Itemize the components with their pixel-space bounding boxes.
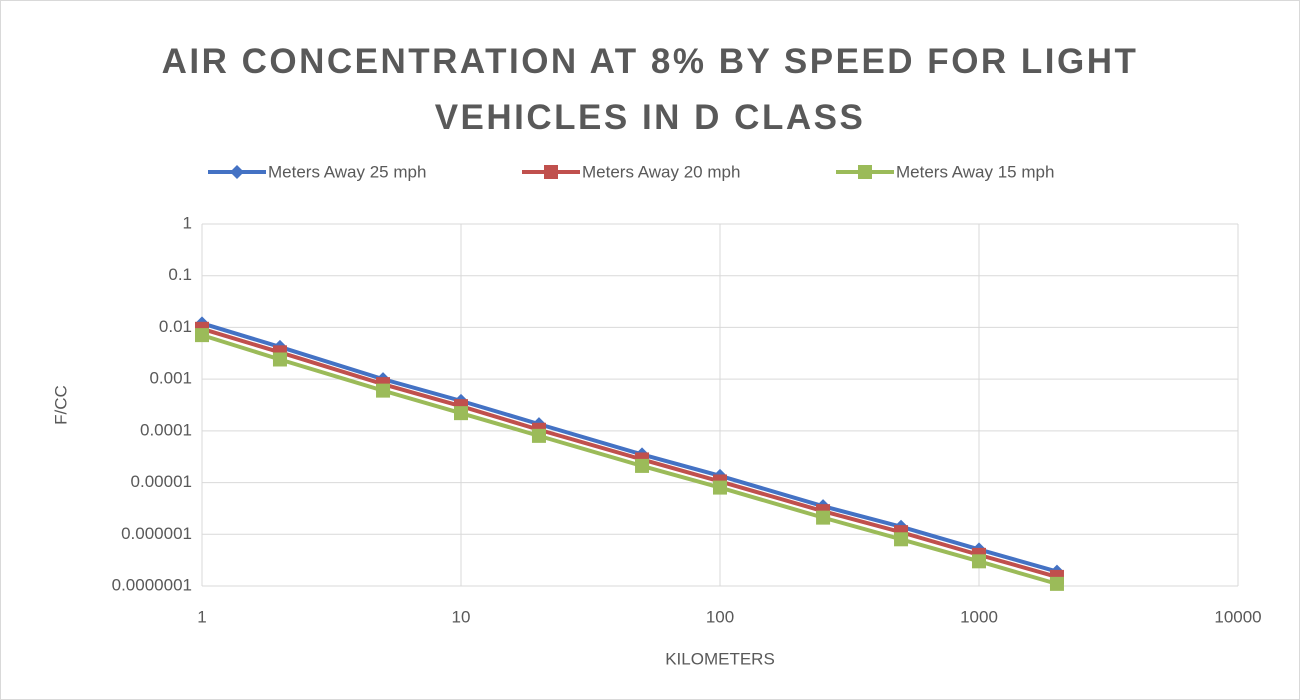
legend-label: Meters Away 20 mph — [582, 162, 740, 181]
data-point — [272, 352, 287, 367]
y-tick-label: 0.01 — [159, 317, 192, 336]
x-tick-label: 10 — [452, 607, 471, 626]
y-tick-label: 1 — [183, 213, 192, 232]
y-tick-label: 0.00001 — [131, 472, 192, 491]
data-point — [894, 532, 909, 547]
data-point — [972, 554, 986, 569]
x-tick-label: 1000 — [960, 607, 998, 626]
chart-title: AIR CONCENTRATION AT 8% BY SPEED FOR LIG… — [161, 42, 1139, 137]
x-tick-label: 100 — [706, 607, 734, 626]
legend-label: Meters Away 25 mph — [268, 162, 426, 181]
y-tick-label: 0.1 — [168, 265, 192, 284]
legend-marker — [858, 165, 872, 179]
legend-label: Meters Away 15 mph — [896, 162, 1054, 181]
legend-marker — [544, 165, 558, 179]
y-tick-label: 0.001 — [149, 369, 192, 388]
series-line — [201, 333, 1058, 586]
data-point — [531, 428, 546, 443]
x-tick-label: 1 — [197, 607, 206, 626]
series-line — [201, 326, 1058, 579]
data-point — [454, 406, 468, 421]
y-tick-label: 0.0000001 — [112, 575, 192, 594]
x-tick-label: 10000 — [1214, 607, 1261, 626]
data-point — [376, 383, 391, 398]
data-point — [195, 328, 209, 343]
x-axis-title: KILOMETERS — [665, 649, 775, 668]
data-point — [635, 458, 650, 473]
data-point — [1049, 576, 1064, 591]
y-tick-label: 0.000001 — [121, 524, 192, 543]
data-point — [713, 480, 727, 495]
y-tick-label: 0.0001 — [140, 420, 192, 439]
legend-marker — [230, 165, 244, 179]
data-point — [816, 510, 831, 525]
y-axis-title: F/CC — [51, 385, 70, 425]
